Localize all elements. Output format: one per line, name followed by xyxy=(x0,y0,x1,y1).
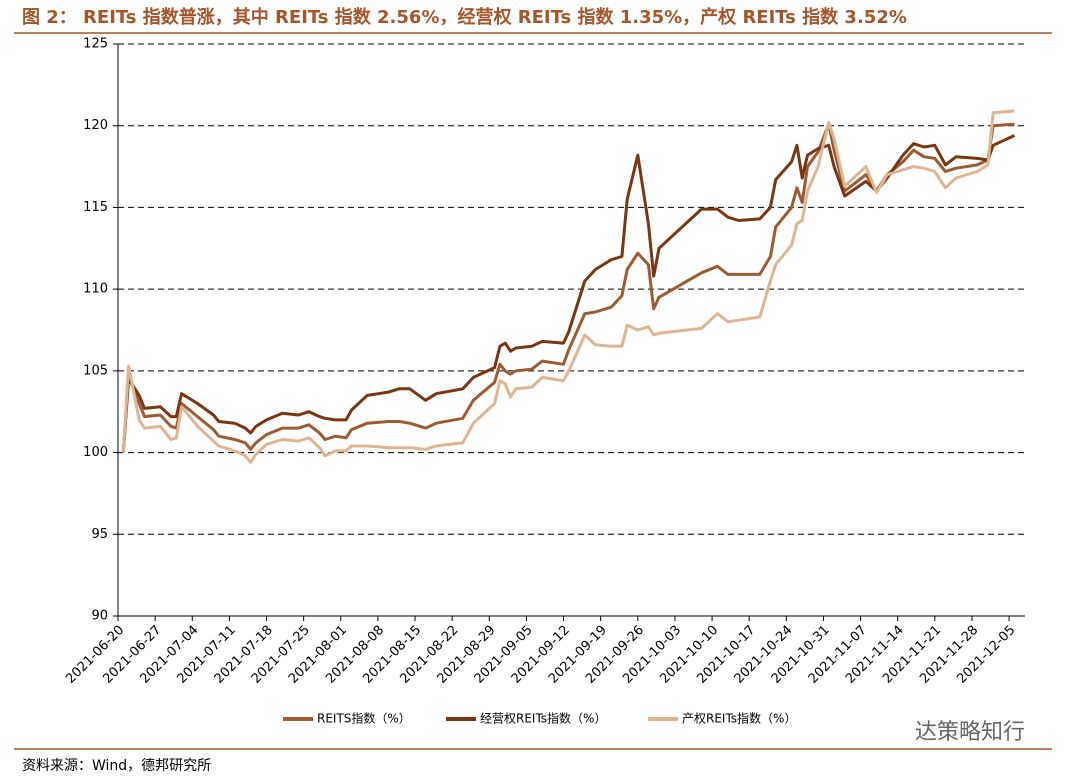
y-tick-label: 90 xyxy=(91,609,108,624)
legend-label: REITS指数（%） xyxy=(317,711,411,726)
y-tick-label: 110 xyxy=(83,282,108,297)
y-tick-label: 120 xyxy=(83,118,108,133)
legend-label: 经营权REITs指数（%） xyxy=(480,711,606,726)
chart-title: 图 2： REITs 指数普涨，其中 REITs 指数 2.56%，经营权 RE… xyxy=(22,6,907,28)
series-line xyxy=(121,134,1016,453)
source: 资料来源：Wind，德邦研究所 xyxy=(22,758,211,774)
watermark: 达策略知行 xyxy=(915,720,1025,745)
legend-label: 产权REITs指数（%） xyxy=(682,711,796,726)
series-line xyxy=(121,122,1015,453)
y-tick-label: 125 xyxy=(83,37,108,52)
series-line xyxy=(121,109,1015,464)
y-tick-label: 105 xyxy=(83,363,108,378)
y-tick-label: 100 xyxy=(83,445,108,460)
y-tick-label: 115 xyxy=(83,200,108,215)
y-tick-label: 95 xyxy=(91,527,108,542)
